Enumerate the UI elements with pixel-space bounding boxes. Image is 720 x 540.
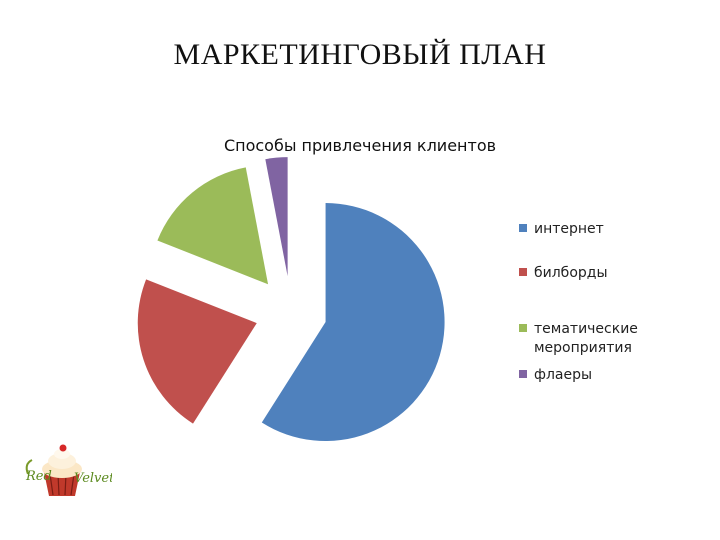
legend-swatch-3 — [519, 370, 527, 378]
pie-slice-3 — [265, 157, 288, 277]
legend-swatch-0 — [519, 224, 527, 232]
slide-title: МАРКЕТИНГОВЫЙ ПЛАН — [173, 38, 547, 71]
svg-text:Velvet: Velvet — [74, 471, 112, 486]
legend-swatch-2 — [519, 324, 527, 332]
legend-label-3: флаеры — [534, 367, 593, 383]
cupcake-logo-icon: Red Velvet — [25, 444, 112, 496]
pie-slice-2 — [157, 167, 269, 285]
legend-swatch-1 — [519, 268, 527, 276]
pie-slice-0 — [261, 203, 445, 442]
legend-label-1: билборды — [534, 265, 608, 281]
chart-title: Способы привлечения клиентов — [223, 136, 497, 155]
legend-label-2: тематические мероприятия — [534, 321, 638, 356]
pie-slice-1 — [137, 279, 257, 424]
legend-label-0: интернет — [534, 221, 604, 237]
svg-text:Red: Red — [25, 469, 52, 484]
